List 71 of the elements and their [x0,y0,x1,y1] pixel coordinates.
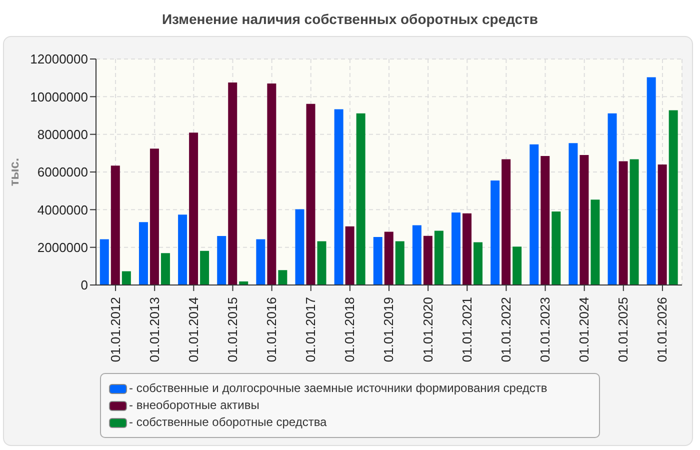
bar [267,83,276,285]
bar [434,230,444,285]
x-tick-label: 01.01.2026 [654,297,670,362]
x-tick-label: 01.01.2022 [498,297,514,362]
x-tick-label: 01.01.2018 [342,297,358,362]
bar [189,132,198,285]
y-axis-title: тыс. [6,158,22,186]
bar [334,109,344,285]
bar [100,239,109,285]
x-tick-label: 01.01.2025 [616,297,631,362]
bar [295,209,304,285]
bar [200,250,210,285]
bar [384,232,394,285]
x-tick-label: 01.01.2015 [224,297,240,362]
bar [530,144,539,285]
bar [540,156,550,285]
legend-label: - собственные и долгосрочные заемные источники формирования средств [129,380,548,397]
x-tick-label: 01.01.2013 [146,297,162,362]
y-tick-label: 4000000 [37,202,88,218]
bar [618,161,628,285]
bar [278,270,288,285]
bar [502,159,511,285]
bar [138,222,148,285]
bar [608,113,617,285]
x-tick-label: 01.01.2019 [381,297,396,362]
x-tick-label: 01.01.2012 [108,297,123,362]
bar [150,148,159,285]
x-tick-label: 01.01.2016 [264,297,280,362]
bar [228,82,238,285]
y-tick-label: 10000000 [30,89,88,104]
x-tick-label: 01.01.2024 [576,297,592,362]
bar [122,271,131,285]
bar [474,242,483,285]
legend-label: - внеоборотные активы [129,397,260,414]
bar [317,241,326,285]
bar [646,77,656,285]
x-tick-label: 01.01.2020 [420,297,436,362]
bar [217,236,226,285]
y-tick-label: 6000000 [37,164,88,180]
y-tick-label: 12000000 [30,52,88,67]
bar [306,104,316,285]
bar [568,143,578,285]
bar [590,200,600,285]
bar [658,164,667,285]
x-tick-label: 01.01.2021 [459,297,474,362]
bar [110,166,120,285]
bar [345,226,354,285]
bar [462,213,472,285]
bar [490,180,500,285]
chart-title: Изменение наличия собственных оборотных средств [160,11,540,27]
bar [423,236,432,285]
bar [373,236,382,285]
bar [512,246,522,285]
bar [356,113,366,285]
bar [395,241,404,285]
x-tick-label: 01.01.2014 [186,297,201,362]
y-tick-label: 8000000 [37,126,88,142]
bar [160,253,170,285]
bar [452,212,461,285]
bar [256,239,266,285]
bar [630,159,639,285]
bar [580,155,589,285]
y-tick-label: 0 [80,278,88,293]
bar [668,110,678,285]
x-tick-label: 01.01.2017 [303,297,318,362]
x-tick-label: 01.01.2023 [537,297,552,362]
bar [412,225,422,285]
bar [552,212,561,285]
y-tick-label: 2000000 [37,240,88,255]
legend-label: - собственные оборотные средства [129,414,327,431]
bar [178,214,188,285]
